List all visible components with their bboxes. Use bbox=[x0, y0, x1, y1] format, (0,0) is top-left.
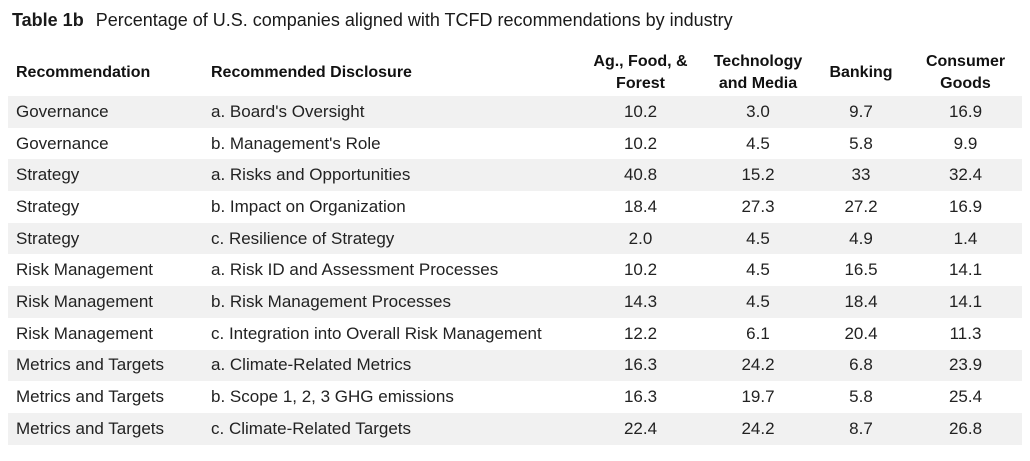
cell-disclosure: a. Risk ID and Assessment Processes bbox=[203, 254, 578, 287]
cell-banking: 6.8 bbox=[813, 349, 909, 382]
table-row: Strategy b. Impact on Organization 18.4 27.… bbox=[8, 191, 1022, 223]
cell-recommendation: Strategy bbox=[8, 159, 203, 192]
cell-disclosure: a. Board's Oversight bbox=[203, 96, 578, 128]
table-row: Risk Management c. Integration into Overa… bbox=[8, 317, 1022, 350]
cell-ag-food-forest: 2.0 bbox=[578, 222, 703, 255]
cell-technology-media: 27.3 bbox=[703, 191, 813, 223]
cell-technology-media: 3.0 bbox=[703, 96, 813, 128]
cell-banking: 4.9 bbox=[813, 222, 909, 255]
header-technology-media: Technology and Media bbox=[703, 50, 813, 96]
header-consumer-line2: Goods bbox=[940, 75, 991, 92]
cell-disclosure: a. Risks and Opportunities bbox=[203, 159, 578, 192]
table-row: Metrics and Targets b. Scope 1, 2, 3 GHG … bbox=[8, 381, 1022, 413]
cell-ag-food-forest: 10.2 bbox=[578, 127, 703, 160]
table-row: Strategy c. Resilience of Strategy 2.0 4.5 4… bbox=[8, 222, 1022, 255]
header-tech-line1: Technology bbox=[713, 53, 803, 70]
cell-technology-media: 4.5 bbox=[703, 254, 813, 287]
table-row: Governance b. Management's Role 10.2 4.5 5.8… bbox=[8, 127, 1022, 160]
cell-consumer-goods: 16.9 bbox=[909, 191, 1022, 223]
cell-banking: 33 bbox=[813, 159, 909, 192]
tcfd-table: Recommendation Recommended Disclosure Ag… bbox=[8, 50, 1022, 445]
cell-ag-food-forest: 16.3 bbox=[578, 381, 703, 413]
cell-consumer-goods: 14.1 bbox=[909, 254, 1022, 287]
header-ag-food-forest: Ag., Food, & Forest bbox=[578, 50, 703, 96]
cell-ag-food-forest: 40.8 bbox=[578, 159, 703, 192]
cell-consumer-goods: 25.4 bbox=[909, 381, 1022, 413]
cell-ag-food-forest: 22.4 bbox=[578, 412, 703, 445]
cell-consumer-goods: 32.4 bbox=[909, 159, 1022, 192]
cell-technology-media: 15.2 bbox=[703, 159, 813, 192]
cell-recommendation: Strategy bbox=[8, 191, 203, 223]
table-row: Metrics and Targets a. Climate-Related Me… bbox=[8, 349, 1022, 382]
cell-recommendation: Metrics and Targets bbox=[8, 412, 203, 445]
cell-banking: 8.7 bbox=[813, 412, 909, 445]
table-title: Percentage of U.S. companies aligned wit… bbox=[95, 10, 733, 30]
cell-ag-food-forest: 10.2 bbox=[578, 254, 703, 287]
cell-ag-food-forest: 18.4 bbox=[578, 191, 703, 223]
header-disclosure: Recommended Disclosure bbox=[211, 64, 412, 81]
table-row: Risk Management a. Risk ID and Assessment… bbox=[8, 254, 1022, 287]
cell-disclosure: b. Management's Role bbox=[203, 127, 578, 160]
cell-disclosure: c. Climate-Related Targets bbox=[203, 412, 578, 445]
cell-consumer-goods: 23.9 bbox=[909, 349, 1022, 382]
table-row: Metrics and Targets c. Climate-Related Ta… bbox=[8, 412, 1022, 445]
cell-disclosure: b. Risk Management Processes bbox=[203, 286, 578, 318]
cell-technology-media: 24.2 bbox=[703, 349, 813, 382]
cell-recommendation: Metrics and Targets bbox=[8, 349, 203, 382]
cell-banking: 20.4 bbox=[813, 317, 909, 350]
cell-disclosure: b. Impact on Organization bbox=[203, 191, 578, 223]
cell-technology-media: 19.7 bbox=[703, 381, 813, 413]
cell-consumer-goods: 26.8 bbox=[909, 412, 1022, 445]
table-caption: Table 1b Percentage of U.S. companies ali… bbox=[12, 9, 733, 31]
header-consumer-line1: Consumer bbox=[925, 53, 1006, 70]
cell-disclosure: a. Climate-Related Metrics bbox=[203, 349, 578, 382]
header-banking: Banking bbox=[829, 64, 893, 81]
cell-technology-media: 6.1 bbox=[703, 317, 813, 350]
table-row: Strategy a. Risks and Opportunities 40.8 15… bbox=[8, 159, 1022, 192]
cell-ag-food-forest: 16.3 bbox=[578, 349, 703, 382]
header-tech-line2: and Media bbox=[718, 75, 798, 92]
cell-consumer-goods: 14.1 bbox=[909, 286, 1022, 318]
cell-technology-media: 4.5 bbox=[703, 222, 813, 255]
cell-banking: 5.8 bbox=[813, 127, 909, 160]
cell-technology-media: 4.5 bbox=[703, 127, 813, 160]
header-ag-line1: Ag., Food, & bbox=[593, 53, 688, 70]
cell-recommendation: Risk Management bbox=[8, 254, 203, 287]
cell-disclosure: c. Resilience of Strategy bbox=[203, 222, 578, 255]
cell-recommendation: Risk Management bbox=[8, 286, 203, 318]
cell-consumer-goods: 11.3 bbox=[909, 317, 1022, 350]
cell-recommendation: Governance bbox=[8, 127, 203, 160]
cell-disclosure: c. Integration into Overall Risk Managem… bbox=[203, 317, 578, 350]
cell-banking: 27.2 bbox=[813, 191, 909, 223]
cell-ag-food-forest: 10.2 bbox=[578, 96, 703, 128]
header-ag-line2: Forest bbox=[616, 75, 665, 92]
table-row: Risk Management b. Risk Management Proces… bbox=[8, 286, 1022, 318]
cell-technology-media: 4.5 bbox=[703, 286, 813, 318]
cell-recommendation: Strategy bbox=[8, 222, 203, 255]
cell-ag-food-forest: 12.2 bbox=[578, 317, 703, 350]
table-header: Recommendation Recommended Disclosure Ag… bbox=[8, 50, 1022, 96]
header-row: Recommendation Recommended Disclosure Ag… bbox=[8, 50, 1022, 96]
header-consumer-goods: Consumer Goods bbox=[909, 50, 1022, 96]
cell-banking: 9.7 bbox=[813, 96, 909, 128]
cell-recommendation: Risk Management bbox=[8, 317, 203, 350]
cell-disclosure: b. Scope 1, 2, 3 GHG emissions bbox=[203, 381, 578, 413]
cell-technology-media: 24.2 bbox=[703, 412, 813, 445]
cell-consumer-goods: 9.9 bbox=[909, 127, 1022, 160]
table-body: Governance a. Board's Oversight 10.2 3.0 9.7… bbox=[8, 96, 1022, 445]
table-row: Governance a. Board's Oversight 10.2 3.0 9.7… bbox=[8, 96, 1022, 128]
cell-consumer-goods: 16.9 bbox=[909, 96, 1022, 128]
cell-banking: 18.4 bbox=[813, 286, 909, 318]
header-recommendation: Recommendation bbox=[16, 64, 151, 81]
cell-banking: 16.5 bbox=[813, 254, 909, 287]
cell-ag-food-forest: 14.3 bbox=[578, 286, 703, 318]
cell-recommendation: Metrics and Targets bbox=[8, 381, 203, 413]
cell-consumer-goods: 1.4 bbox=[909, 222, 1022, 255]
table-label: Table 1b bbox=[12, 10, 84, 30]
cell-banking: 5.8 bbox=[813, 381, 909, 413]
cell-recommendation: Governance bbox=[8, 96, 203, 128]
